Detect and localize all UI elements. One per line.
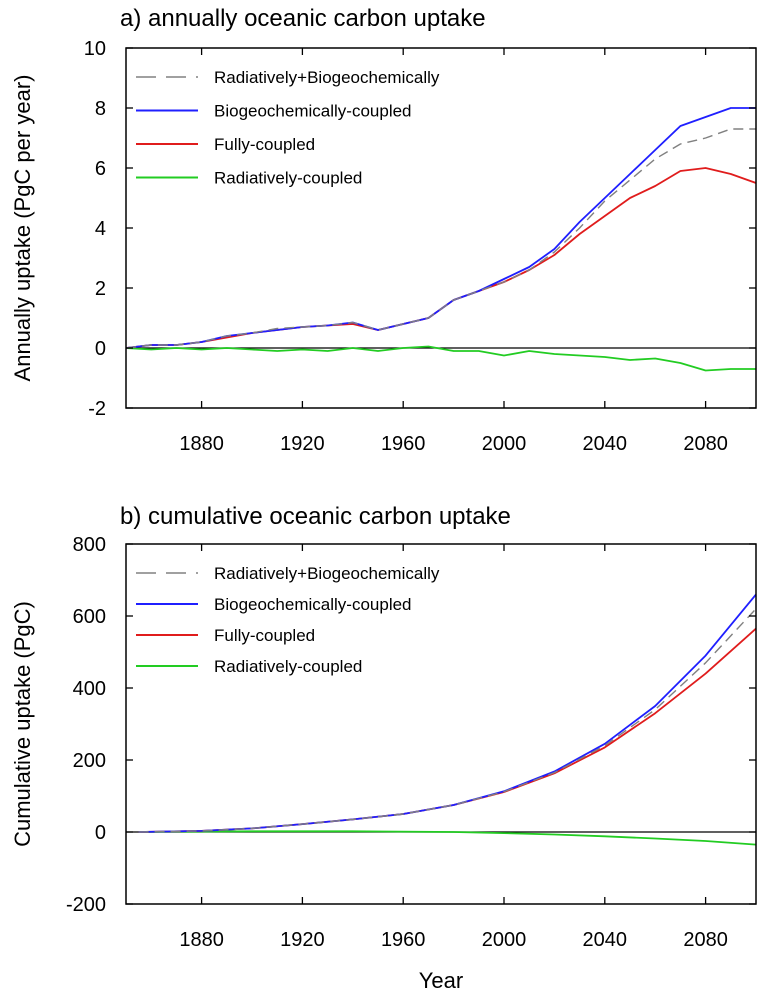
x-tick-label: 1880 <box>179 433 224 455</box>
x-tick-label: 2040 <box>583 929 628 951</box>
plot-frame <box>125 543 757 905</box>
x-tick-label: 2080 <box>683 433 728 455</box>
series-line-rad <box>138 830 756 846</box>
y-tick-label: 200 <box>73 750 106 772</box>
x-axis-label: Year <box>419 968 463 993</box>
y-tick-label: 2 <box>95 278 106 300</box>
x-tick-label: 1880 <box>179 929 224 951</box>
x-tick-label: 1920 <box>280 433 325 455</box>
y-tick-label: -2 <box>88 398 106 420</box>
x-tick-label: 1920 <box>280 929 325 951</box>
x-tick-label: 2080 <box>683 929 728 951</box>
chart-title: b) cumulative oceanic carbon uptake <box>120 503 511 530</box>
y-tick-label: 400 <box>73 678 106 700</box>
series-line-rad_bio <box>126 128 756 349</box>
y-tick-label: 6 <box>95 158 106 180</box>
series-line-rad <box>126 345 756 372</box>
y-tick-label: 8 <box>95 98 106 120</box>
legend-label: Radiatively+Biogeochemically <box>214 68 440 87</box>
y-tick-label: -200 <box>66 894 106 916</box>
legend-label: Biogeochemically-coupled <box>214 102 412 121</box>
y-tick-label: 600 <box>73 606 106 628</box>
legend-label: Fully-coupled <box>214 626 315 645</box>
y-axis-label: Cumulative uptake (PgC) <box>10 601 35 847</box>
x-tick-label: 1960 <box>381 433 426 455</box>
legend: Radiatively+Biogeochemically Biogeochemic… <box>136 564 440 676</box>
legend-label: Radiatively+Biogeochemically <box>214 564 440 583</box>
x-tick-label: 1960 <box>381 929 426 951</box>
x-tick-label: 2000 <box>482 929 527 951</box>
y-tick-label: 4 <box>95 218 106 240</box>
y-tick-label: 10 <box>84 38 106 60</box>
chart-title: a) annually oceanic carbon uptake <box>120 5 486 32</box>
y-axis-label: Annually uptake (PgC per year) <box>10 75 35 382</box>
legend-label: Radiatively-coupled <box>214 169 362 188</box>
series-line-full <box>126 167 756 349</box>
series-line-rad_bio <box>138 608 756 833</box>
x-tick-label: 2000 <box>482 433 527 455</box>
y-tick-label: 0 <box>95 338 106 360</box>
legend-label: Biogeochemically-coupled <box>214 595 412 614</box>
series-group <box>138 593 756 846</box>
y-tick-label: 0 <box>95 822 106 844</box>
legend-label: Fully-coupled <box>214 135 315 154</box>
legend-label: Radiatively-coupled <box>214 657 362 676</box>
chart-panel-annual: a) annually oceanic carbon uptake Annuall… <box>10 5 757 455</box>
series-group <box>126 107 756 372</box>
legend: Radiatively+Biogeochemically Biogeochemic… <box>136 68 440 188</box>
chart-panel-cumulative: b) cumulative oceanic carbon uptake Cumul… <box>10 503 757 993</box>
x-tick-label: 2040 <box>583 433 628 455</box>
y-tick-label: 800 <box>73 534 106 556</box>
